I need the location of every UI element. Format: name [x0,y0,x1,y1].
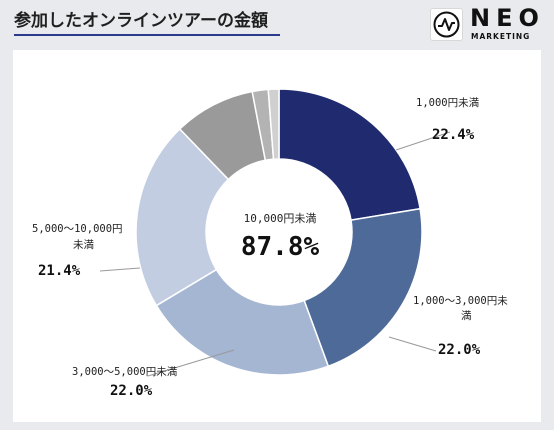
donut-slice-2 [155,268,330,376]
pct-1000-3000: 22.0% [438,342,481,358]
logo-wave-icon [433,11,460,38]
pct-5000-10000: 21.4% [38,263,81,279]
leader-line-3 [99,267,141,272]
label-1000-under: 1,000円未満 [416,97,480,109]
page-title: 参加したオンラインツアーの金額 [14,11,268,31]
label-5000-10000-line1: 5,000〜10,000円 [32,223,123,235]
neo-marketing-logo: NEO MARKETING [430,4,542,44]
center-value: 87.8% [240,232,320,262]
title-underline [14,34,280,36]
leader-line-1 [388,336,437,352]
label-3000-5000: 3,000〜5,000円未満 [72,366,178,378]
label-1000-3000-line2: 満 [461,310,472,322]
leader-line-0 [395,131,451,151]
donut-slice-0 [278,88,421,221]
header: 参加したオンラインツアーの金額 NEO MARKETING [0,0,554,62]
center-label: 10,000円未満 [243,212,317,225]
logo-subtext: MARKETING [471,32,531,41]
pct-1000-under: 22.4% [432,127,475,143]
logo-wordmark: NEO [470,4,545,32]
label-5000-10000-line2: 未満 [73,239,94,251]
donut-slice-3 [135,127,230,307]
label-1000-3000-line1: 1,000〜3,000円未 [413,295,508,307]
leader-line-2 [147,349,235,377]
donut-slice-6 [267,88,280,161]
logo-mark-icon [430,8,463,41]
donut-slice-1 [303,207,423,368]
pct-3000-5000: 22.0% [110,383,153,399]
